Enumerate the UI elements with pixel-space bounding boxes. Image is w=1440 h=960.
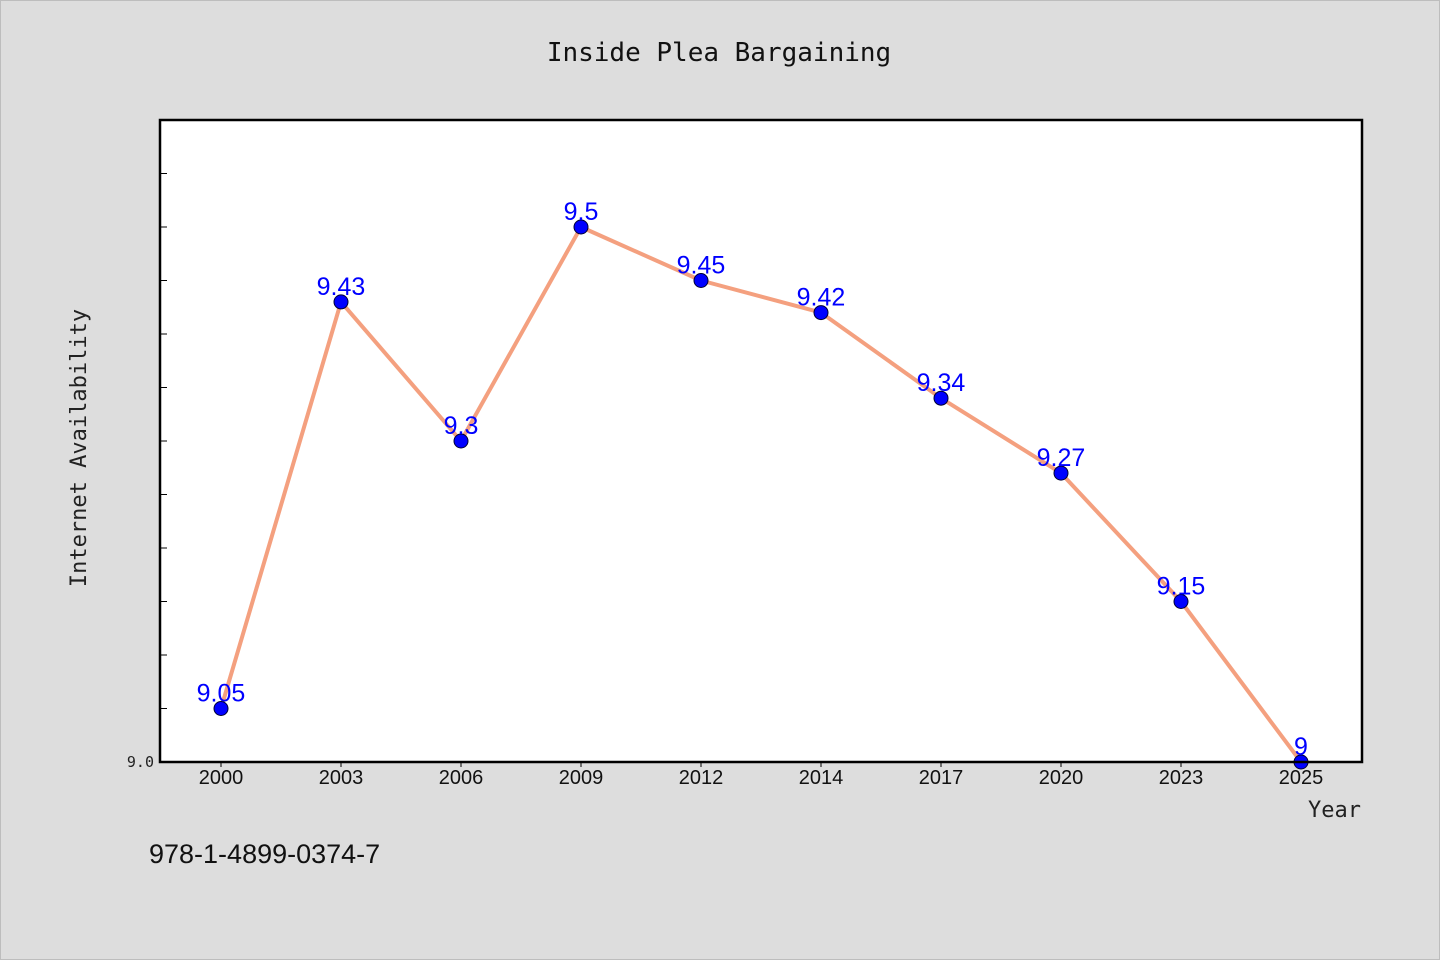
data-label: 9.05	[197, 680, 246, 708]
data-point	[333, 294, 349, 310]
x-tick-label: 2017	[919, 767, 964, 789]
data-point	[813, 305, 829, 321]
series-line	[219, 225, 1303, 764]
x-tick-label: 2025	[1279, 767, 1324, 789]
x-tick-label: 2000	[199, 767, 244, 789]
x-axis-label: Year	[1308, 798, 1361, 823]
x-tick-label: 2009	[559, 767, 604, 789]
data-label: 9.45	[677, 252, 726, 280]
x-tick-label: 2020	[1039, 767, 1084, 789]
chart-title: Inside Plea Bargaining	[547, 38, 891, 68]
x-tick-label: 2006	[439, 767, 484, 789]
data-label: 9.5	[564, 198, 599, 226]
data-label: 9.43	[317, 273, 366, 301]
data-label: 9	[1294, 733, 1308, 761]
data-point	[573, 219, 589, 235]
plot-frame	[158, 118, 1364, 764]
series-layer: 9.05 9.43 9.3 9.5 9.45 9.42 9.34 9.27 9.15 9	[197, 198, 1309, 770]
data-point	[1053, 465, 1069, 481]
data-point	[213, 701, 229, 716]
x-tick-label: 2003	[319, 767, 364, 789]
data-label: 9.3	[444, 412, 479, 440]
data-point	[1173, 594, 1189, 609]
plot-area	[160, 120, 1362, 762]
y-axis-label: Internet Availability	[67, 309, 92, 587]
x-axis-ticks: 2000 2003 2006 2009 2012 2014 2017 2020 2023 2025	[199, 762, 1324, 789]
isbn-footnote: 978-1-4899-0374-7	[149, 839, 380, 869]
x-tick-label: 2023	[1159, 767, 1204, 789]
data-label: 9.15	[1157, 573, 1206, 601]
x-tick-label: 2014	[799, 767, 844, 789]
data-point	[693, 273, 709, 288]
data-label: 9.42	[797, 284, 846, 312]
x-tick-label: 2012	[679, 767, 724, 789]
y-tick-label: 9.0	[127, 753, 154, 771]
data-label: 9.34	[917, 369, 966, 397]
data-point	[453, 433, 469, 449]
data-label: 9.27	[1037, 444, 1086, 472]
data-point	[933, 390, 949, 406]
